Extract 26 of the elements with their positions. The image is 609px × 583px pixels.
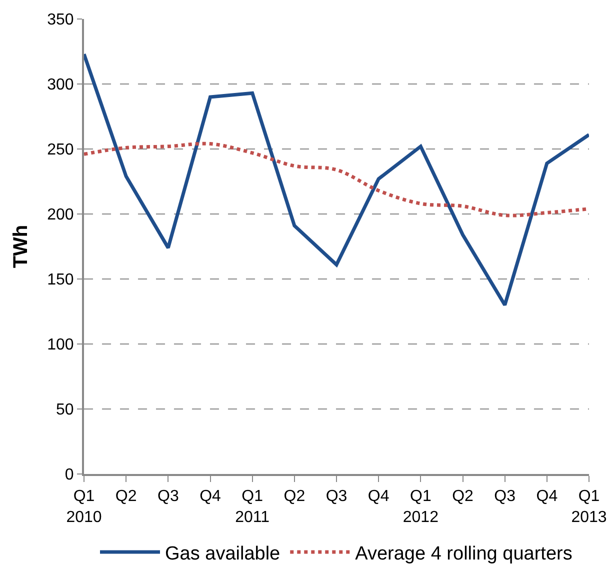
x-tick-label: Q4: [368, 488, 390, 506]
x-tick-label: Q3: [494, 488, 516, 506]
x-tick-label: Q2: [115, 488, 137, 506]
y-tick-label: 350: [47, 12, 74, 29]
legend-label: Average 4 rolling quarters: [355, 543, 572, 564]
x-tick-label: Q1 2010: [66, 488, 102, 526]
x-tick-label: Q2: [284, 488, 306, 506]
y-tick-label: 100: [47, 336, 74, 354]
legend-label: Gas available: [165, 543, 280, 564]
y-tick-label: 300: [47, 76, 74, 94]
x-tick-label: Q1 2011: [235, 488, 270, 526]
x-tick-label: Q2: [452, 488, 474, 506]
y-tick-label: 200: [47, 206, 74, 224]
y-tick-label: 0: [64, 466, 74, 484]
line-series: [84, 52, 589, 307]
x-tick-label: Q1 2012: [402, 488, 439, 526]
y-axis-title: TWh: [10, 224, 32, 268]
x-tick-label: Q3: [158, 488, 179, 506]
x-tick-label: Q1 2013: [571, 488, 607, 526]
x-tick-label: Q4: [536, 488, 558, 506]
y-tick-label: 150: [47, 272, 74, 289]
y-tick-label: 50: [56, 402, 74, 419]
y-tick-label: 250: [47, 142, 74, 159]
line-series: [84, 142, 589, 218]
x-tick-label: Q4: [200, 488, 222, 506]
x-tick-label: Q3: [326, 488, 348, 506]
